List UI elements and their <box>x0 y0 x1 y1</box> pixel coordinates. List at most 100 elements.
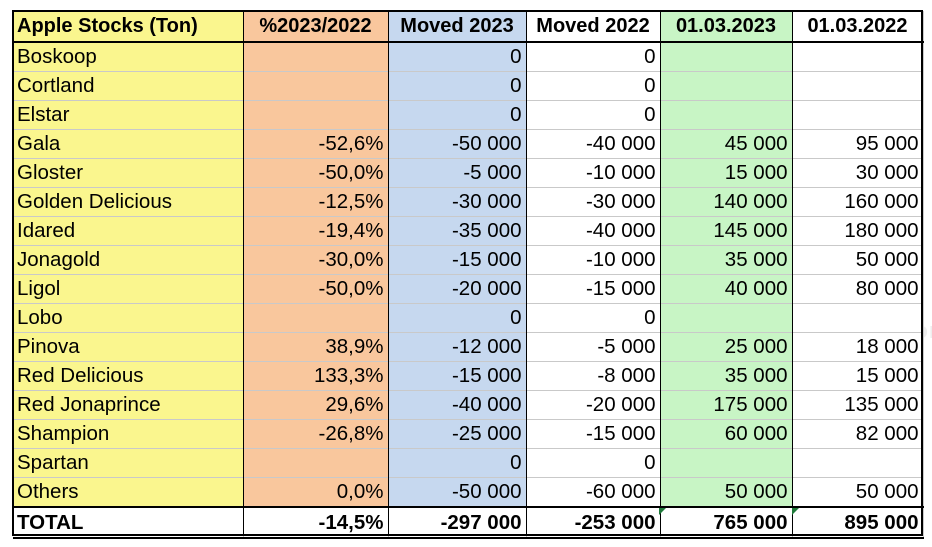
cell-pct-change[interactable]: -52,6% <box>243 129 389 159</box>
cell-stock-2022[interactable]: 80 000 <box>792 274 924 304</box>
cell-stock-2022[interactable]: 160 000 <box>792 187 924 217</box>
cell-moved-2023[interactable]: 0 <box>388 448 527 478</box>
cell-pct-change[interactable]: 29,6% <box>243 390 389 420</box>
cell-stock-2022[interactable]: 50 000 <box>792 477 924 508</box>
cell-moved-2022[interactable]: 0 <box>526 42 661 72</box>
cell-moved-2023[interactable]: -20 000 <box>388 274 527 304</box>
cell-stock-2022[interactable]: 135 000 <box>792 390 924 420</box>
cell-stock-2022[interactable]: 82 000 <box>792 419 924 449</box>
cell-stock-2023[interactable] <box>660 303 793 333</box>
cell-moved-2023[interactable]: -50 000 <box>388 477 527 508</box>
cell-stock-2023[interactable] <box>660 448 793 478</box>
cell-stock-2022[interactable] <box>792 42 924 72</box>
cell-stock-2023[interactable] <box>660 71 793 101</box>
header-date-2022[interactable]: 01.03.2022 <box>792 11 924 43</box>
cell-pct-change[interactable] <box>243 303 389 333</box>
cell-stock-2023[interactable]: 140 000 <box>660 187 793 217</box>
cell-moved-2022[interactable]: -10 000 <box>526 158 661 188</box>
cell-variety[interactable]: Spartan <box>13 448 244 478</box>
total-label[interactable]: TOTAL <box>13 506 244 539</box>
cell-stock-2022[interactable]: 18 000 <box>792 332 924 362</box>
cell-stock-2022[interactable] <box>792 448 924 478</box>
cell-stock-2023[interactable]: 175 000 <box>660 390 793 420</box>
cell-variety[interactable]: Elstar <box>13 100 244 130</box>
cell-moved-2022[interactable]: -10 000 <box>526 245 661 275</box>
cell-stock-2023[interactable]: 35 000 <box>660 361 793 391</box>
cell-variety[interactable]: Idared <box>13 216 244 246</box>
cell-stock-2023[interactable]: 145 000 <box>660 216 793 246</box>
total-pct[interactable]: -14,5% <box>243 506 389 539</box>
cell-pct-change[interactable]: -26,8% <box>243 419 389 449</box>
cell-stock-2022[interactable]: 15 000 <box>792 361 924 391</box>
cell-moved-2023[interactable]: -15 000 <box>388 245 527 275</box>
cell-moved-2023[interactable]: -50 000 <box>388 129 527 159</box>
cell-moved-2022[interactable]: -30 000 <box>526 187 661 217</box>
cell-pct-change[interactable] <box>243 71 389 101</box>
cell-moved-2023[interactable]: -5 000 <box>388 158 527 188</box>
cell-moved-2022[interactable]: 0 <box>526 100 661 130</box>
cell-variety[interactable]: Golden Delicious <box>13 187 244 217</box>
cell-stock-2023[interactable]: 25 000 <box>660 332 793 362</box>
cell-moved-2022[interactable]: 0 <box>526 303 661 333</box>
cell-moved-2022[interactable]: -40 000 <box>526 129 661 159</box>
cell-pct-change[interactable]: 0,0% <box>243 477 389 508</box>
cell-moved-2023[interactable]: 0 <box>388 100 527 130</box>
cell-moved-2022[interactable]: -15 000 <box>526 419 661 449</box>
cell-pct-change[interactable]: -19,4% <box>243 216 389 246</box>
cell-moved-2022[interactable]: -8 000 <box>526 361 661 391</box>
cell-moved-2023[interactable]: -40 000 <box>388 390 527 420</box>
cell-variety[interactable]: Red Delicious <box>13 361 244 391</box>
header-moved-2022[interactable]: Moved 2022 <box>526 11 661 43</box>
cell-variety[interactable]: Shampion <box>13 419 244 449</box>
cell-variety[interactable]: Cortland <box>13 71 244 101</box>
header-date-2023[interactable]: 01.03.2023 <box>660 11 793 43</box>
cell-stock-2023[interactable]: 60 000 <box>660 419 793 449</box>
cell-stock-2023[interactable]: 35 000 <box>660 245 793 275</box>
cell-variety[interactable]: Pinova <box>13 332 244 362</box>
header-pct[interactable]: %2023/2022 <box>243 11 389 43</box>
cell-stock-2023[interactable]: 40 000 <box>660 274 793 304</box>
cell-moved-2023[interactable]: 0 <box>388 42 527 72</box>
cell-moved-2023[interactable]: 0 <box>388 71 527 101</box>
cell-variety[interactable]: Red Jonaprince <box>13 390 244 420</box>
cell-stock-2023[interactable]: 15 000 <box>660 158 793 188</box>
cell-pct-change[interactable]: 38,9% <box>243 332 389 362</box>
cell-variety[interactable]: Jonagold <box>13 245 244 275</box>
cell-moved-2023[interactable]: -25 000 <box>388 419 527 449</box>
cell-variety[interactable]: Boskoop <box>13 42 244 72</box>
cell-variety[interactable]: Ligol <box>13 274 244 304</box>
cell-moved-2022[interactable]: -5 000 <box>526 332 661 362</box>
header-name[interactable]: Apple Stocks (Ton) <box>13 11 244 43</box>
cell-variety[interactable]: Lobo <box>13 303 244 333</box>
cell-moved-2023[interactable]: -15 000 <box>388 361 527 391</box>
cell-stock-2022[interactable]: 95 000 <box>792 129 924 159</box>
total-date-2023[interactable]: 765 000 <box>660 506 793 539</box>
total-moved-2022[interactable]: -253 000 <box>526 506 661 539</box>
cell-moved-2022[interactable]: -60 000 <box>526 477 661 508</box>
cell-pct-change[interactable]: -30,0% <box>243 245 389 275</box>
cell-pct-change[interactable]: -50,0% <box>243 158 389 188</box>
cell-moved-2022[interactable]: -15 000 <box>526 274 661 304</box>
cell-stock-2022[interactable]: 30 000 <box>792 158 924 188</box>
cell-stock-2023[interactable] <box>660 100 793 130</box>
cell-stock-2022[interactable] <box>792 303 924 333</box>
cell-variety[interactable]: Others <box>13 477 244 508</box>
cell-stock-2023[interactable] <box>660 42 793 72</box>
cell-moved-2022[interactable]: 0 <box>526 448 661 478</box>
cell-pct-change[interactable] <box>243 42 389 72</box>
cell-moved-2023[interactable]: 0 <box>388 303 527 333</box>
cell-stock-2022[interactable]: 50 000 <box>792 245 924 275</box>
cell-variety[interactable]: Gala <box>13 129 244 159</box>
cell-moved-2022[interactable]: 0 <box>526 71 661 101</box>
cell-variety[interactable]: Gloster <box>13 158 244 188</box>
total-moved-2023[interactable]: -297 000 <box>388 506 527 539</box>
cell-stock-2023[interactable]: 50 000 <box>660 477 793 508</box>
cell-pct-change[interactable]: 133,3% <box>243 361 389 391</box>
cell-pct-change[interactable] <box>243 448 389 478</box>
cell-moved-2022[interactable]: -20 000 <box>526 390 661 420</box>
cell-moved-2023[interactable]: -12 000 <box>388 332 527 362</box>
cell-moved-2023[interactable]: -30 000 <box>388 187 527 217</box>
cell-pct-change[interactable]: -12,5% <box>243 187 389 217</box>
header-moved-2023[interactable]: Moved 2023 <box>388 11 527 43</box>
cell-stock-2022[interactable]: 180 000 <box>792 216 924 246</box>
